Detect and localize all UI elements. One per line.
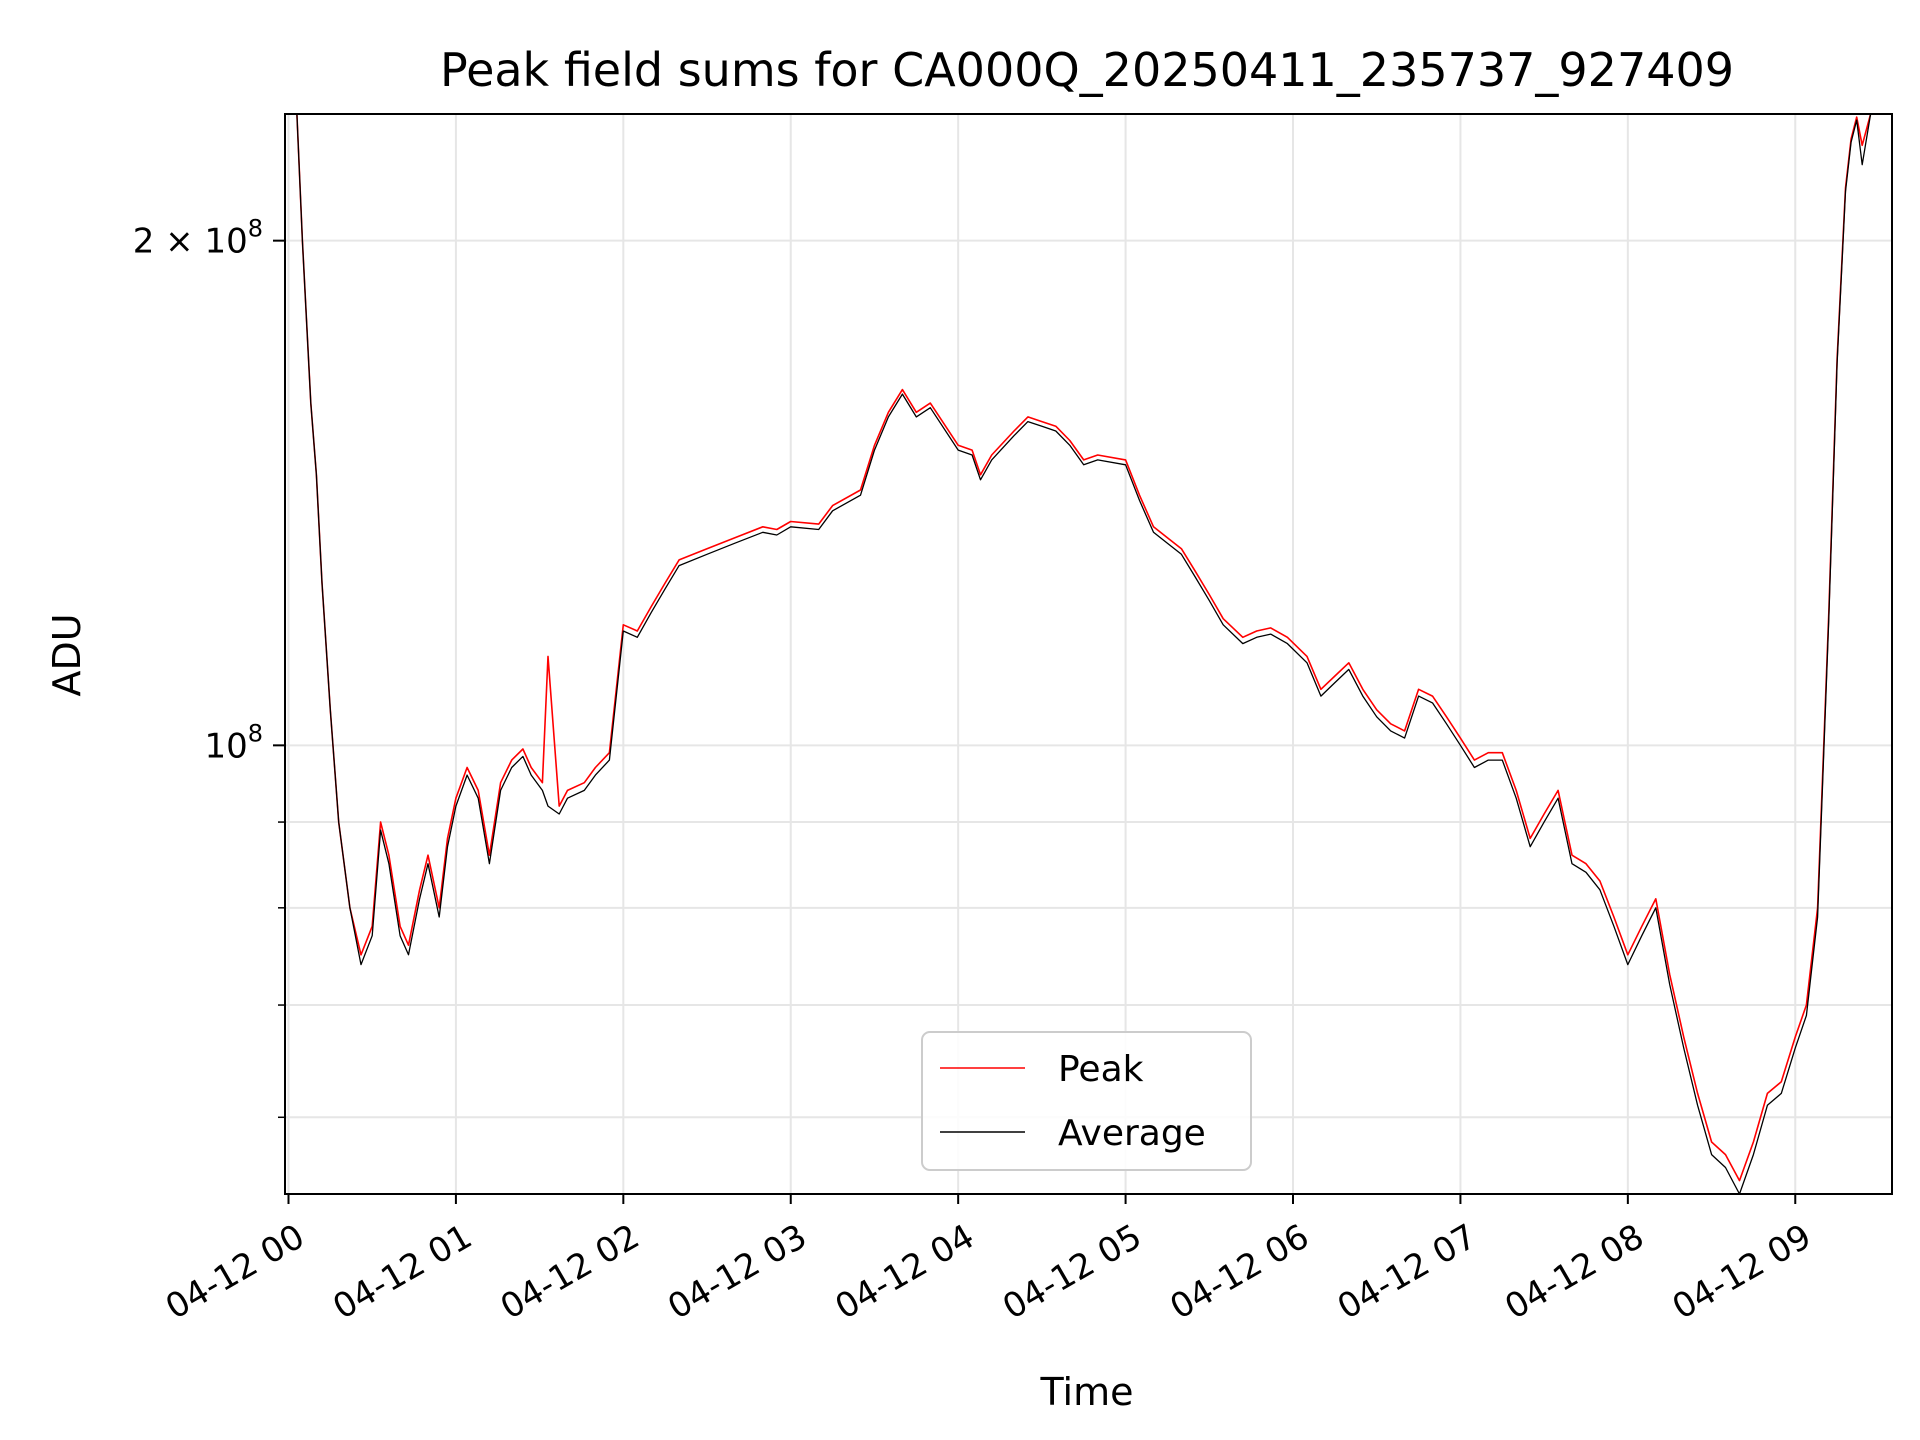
legend-box <box>921 1031 1252 1171</box>
series-line-average <box>285 114 1892 1194</box>
y-tick-label: 2 × 108 <box>133 215 263 262</box>
chart-title: Peak field sums for CA000Q_20250411_2357… <box>440 43 1734 97</box>
grid <box>285 114 1892 1194</box>
plot-lines <box>285 114 1892 1194</box>
legend-label-average: Average <box>1058 1113 1206 1154</box>
legend: Peak Average <box>921 1031 1252 1171</box>
y-axis-label: ADU <box>45 613 89 696</box>
y-axis: 108 2 × 108 <box>133 215 285 1119</box>
plot-frame <box>284 113 1893 1195</box>
legend-label-peak: Peak <box>1058 1049 1144 1090</box>
series-line-peak <box>285 114 1892 1182</box>
y-tick-label: 108 <box>204 719 263 766</box>
x-axis-label: Time <box>1040 1370 1134 1414</box>
